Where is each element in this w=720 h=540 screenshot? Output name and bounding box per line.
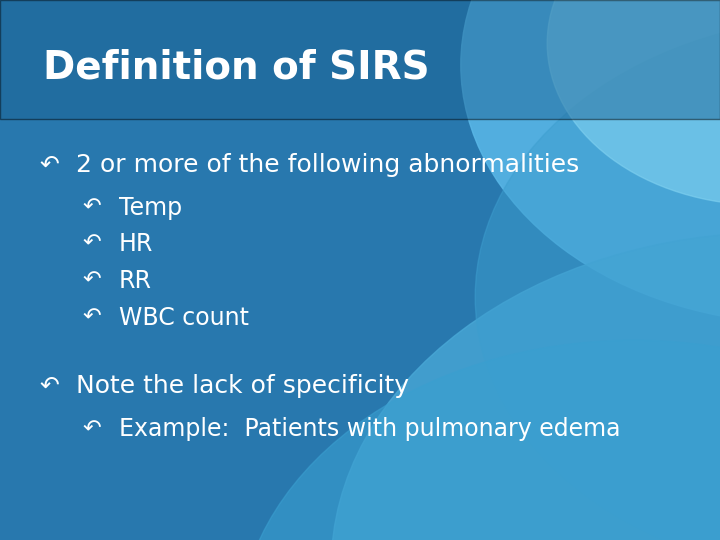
Text: RR: RR: [119, 269, 152, 293]
Circle shape: [461, 0, 720, 324]
Text: ↶: ↶: [83, 307, 102, 328]
Text: WBC count: WBC count: [119, 306, 249, 329]
Text: ↶: ↶: [83, 419, 102, 440]
Text: ↶: ↶: [83, 234, 102, 254]
Text: ↶: ↶: [40, 153, 59, 177]
Text: Note the lack of specificity: Note the lack of specificity: [76, 374, 409, 398]
Text: ↶: ↶: [40, 374, 59, 398]
Circle shape: [475, 16, 720, 540]
Text: Definition of SIRS: Definition of SIRS: [43, 49, 430, 86]
Text: Example:  Patients with pulmonary edema: Example: Patients with pulmonary edema: [119, 417, 621, 441]
Text: Temp: Temp: [119, 196, 182, 220]
Text: 2 or more of the following abnormalities: 2 or more of the following abnormalities: [76, 153, 579, 177]
Circle shape: [331, 232, 720, 540]
Text: ↶: ↶: [83, 198, 102, 218]
Circle shape: [547, 0, 720, 205]
Circle shape: [238, 340, 720, 540]
Text: ↶: ↶: [83, 271, 102, 291]
Text: HR: HR: [119, 232, 153, 256]
FancyBboxPatch shape: [0, 0, 720, 119]
